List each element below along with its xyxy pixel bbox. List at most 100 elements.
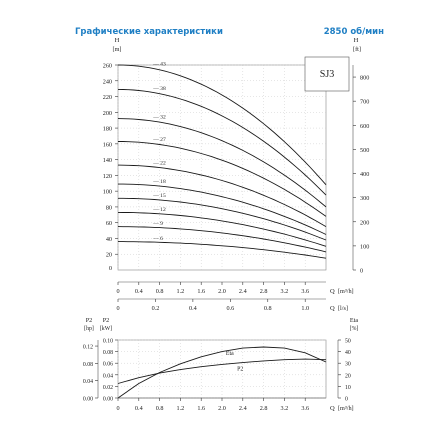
x-axis-label: Q: [330, 288, 335, 295]
y-tick-label: 100: [103, 189, 112, 196]
y-tick-label: 0: [109, 265, 112, 272]
y-right-axis-label: H: [354, 37, 359, 44]
y-axis-unit: [kW]: [100, 326, 112, 332]
y-tick-label: 260: [103, 63, 112, 70]
x-tick-label: 2.4: [239, 405, 247, 412]
y-tick-label: 20: [106, 252, 112, 259]
x-tick-label: 2.0: [218, 405, 226, 412]
x2-tick-label: 0.6: [226, 305, 234, 312]
series-line: [117, 164, 327, 227]
x2-tick-label: 0: [116, 305, 119, 312]
x2-tick-label: 0.4: [189, 305, 197, 312]
y-tick-label: 60: [106, 220, 112, 227]
series-line: [118, 197, 327, 241]
y-tick-label: 180: [103, 126, 112, 133]
series-label: — 12: [152, 207, 166, 213]
series-label: — 9: [152, 221, 163, 227]
y-tick-label: 0.04: [103, 373, 113, 379]
y-tick-label: 0.00: [103, 397, 113, 403]
y-eta-tick-label: 40: [345, 350, 351, 356]
x2-axis-label: Q: [330, 305, 335, 312]
y-tick-label: 0.08: [103, 350, 113, 356]
model-box: [304, 56, 350, 92]
x-axis-label: Q: [330, 405, 335, 412]
y-eta-tick-label: 0: [345, 397, 348, 403]
x-tick-label: 3.2: [281, 405, 289, 412]
x-tick-label: 0.8: [156, 288, 164, 295]
y-tick-label: 0.02: [103, 385, 113, 391]
y-right-tick-label: 300: [360, 195, 369, 202]
x-tick-label: 1.6: [197, 405, 205, 412]
y-right-tick-label: 700: [360, 99, 369, 106]
y-hp-axis-label: P2: [86, 317, 93, 324]
y-right-tick-label: 500: [360, 147, 369, 154]
y-tick-label: 240: [103, 78, 112, 85]
head-chart: 20 40 60 80 100 120 140 160 180 200 220 240 260 0 H [m]…: [103, 37, 370, 312]
x2-axis-unit: [l/s]: [338, 305, 348, 312]
series-label: P2: [237, 367, 243, 373]
x2-tick-label: 0.2: [152, 305, 160, 312]
y-hp-tick-label: 0.08: [83, 362, 93, 368]
x-tick-label: 2.0: [218, 288, 226, 295]
plot-frame: [117, 339, 327, 399]
y-tick-label: 220: [103, 94, 112, 101]
x-tick-label: 1.6: [197, 288, 205, 295]
y-eta-tick-label: 20: [345, 373, 351, 379]
y-hp-axis-unit: [hp]: [84, 326, 94, 332]
y-eta-axis-label: Eta: [350, 317, 358, 324]
y-tick-label: 120: [103, 173, 112, 180]
series-line: [118, 183, 327, 235]
y-tick-label: 80: [106, 204, 112, 211]
series-label: Eta: [226, 351, 234, 357]
y-right-tick-label: 0: [360, 268, 363, 275]
x-tick-label: 3.6: [301, 405, 309, 412]
series-line: [118, 241, 327, 259]
y-right-tick-label: 800: [360, 75, 369, 82]
y-tick-label: 0.10: [103, 339, 113, 345]
x-tick-label: 1.2: [177, 288, 185, 295]
x-tick-label: 0: [116, 405, 119, 412]
series-label: — 27: [152, 137, 166, 143]
x-tick-label: 0.4: [135, 288, 143, 295]
y-right-axis-unit: [ft]: [353, 46, 361, 53]
y-eta-axis-unit: [%]: [350, 326, 359, 332]
series-label: — 6: [152, 236, 163, 242]
y-tick-label: 140: [103, 157, 112, 164]
x-tick-label: 0.4: [135, 405, 143, 412]
y-tick-label: 160: [103, 141, 112, 148]
x2-tick-label: 0.8: [264, 305, 272, 312]
y-hp-tick-label: 0.00: [83, 397, 93, 403]
x2-tick-label: 1.0: [301, 305, 309, 312]
series-label: — 22: [152, 161, 166, 167]
page-title: Графические характеристики: [75, 27, 223, 37]
y-axis-unit: [m]: [113, 46, 122, 53]
x-tick-label: 2.8: [260, 405, 268, 412]
series-label: — 32: [152, 115, 166, 121]
y-eta-tick-label: 30: [345, 362, 351, 368]
y-eta-tick-label: 50: [345, 339, 351, 345]
x-tick-label: 0: [116, 288, 119, 295]
series-line: [118, 141, 327, 217]
y-right-tick-label: 200: [360, 219, 369, 226]
x-tick-label: 2.4: [239, 288, 247, 295]
series-line: [117, 226, 327, 253]
y-hp-tick-label: 0.04: [83, 379, 93, 385]
series-line: [117, 88, 327, 196]
x-axis-unit: [m³/h]: [338, 405, 354, 412]
series-line: [117, 346, 327, 399]
power-efficiency-chart: 0.00 0.02 0.04 0.06 0.08 0.10 P2 [kW] 0.00 0.04 0.…: [83, 317, 359, 412]
series-line: [117, 118, 327, 208]
x-tick-label: 3.6: [301, 288, 309, 295]
series-label: — 15: [152, 193, 166, 199]
y-eta-tick-label: 10: [345, 385, 351, 391]
y-right-tick-label: 100: [360, 243, 369, 250]
y-right-tick-label: 600: [360, 123, 369, 130]
y-hp-tick-label: 0.12: [83, 345, 93, 351]
y-tick-label: 200: [103, 110, 112, 117]
series-line: [117, 358, 327, 384]
x-tick-label: 1.2: [177, 405, 185, 412]
model-name: SJ3: [320, 69, 334, 80]
series-label: — 18: [152, 179, 166, 185]
x-tick-label: 0.8: [156, 405, 164, 412]
